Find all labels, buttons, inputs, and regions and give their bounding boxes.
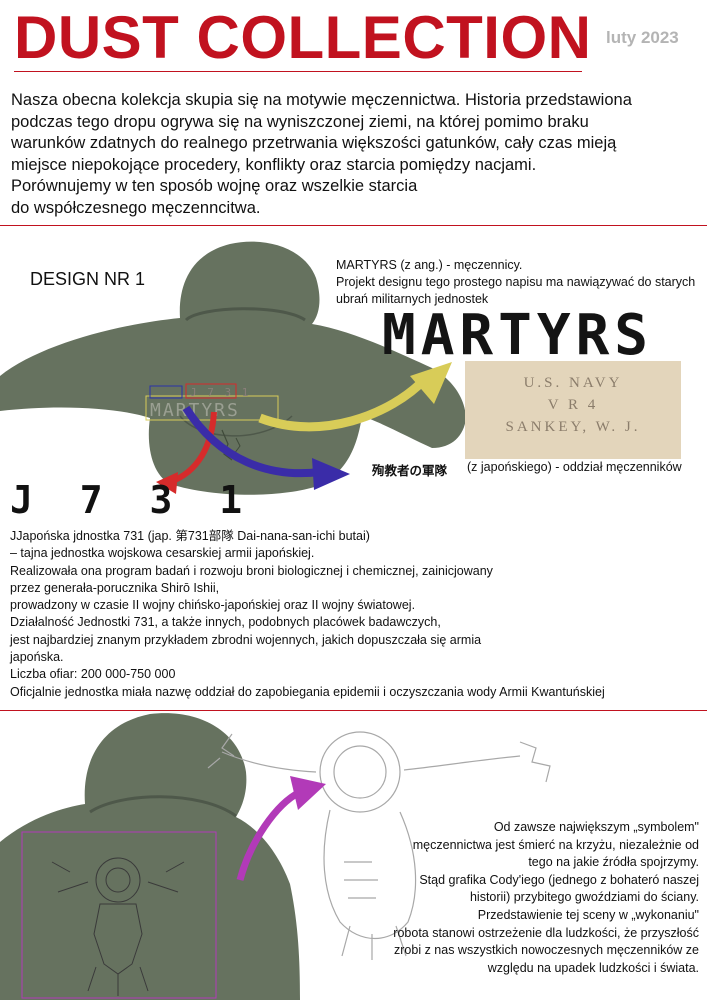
j731-line: japońska.: [10, 650, 64, 665]
intro-line: Porównujemy w ten sposób wojnę oraz wsze…: [11, 177, 418, 195]
martyrs-desc-line: MARTYRS (z ang.) - męczennicy.: [336, 258, 523, 272]
intro-line: warunków zdatnych do realnego przetrwani…: [11, 134, 617, 152]
martyrs-stencil-text: MARTYRS: [382, 303, 654, 368]
j731-stencil: J 7 3 1: [10, 478, 255, 522]
design2-artwork: [0, 713, 551, 1000]
cross-description: Od zawsze największym „symbolem" męczenn…: [359, 819, 699, 977]
cross-line: tego na jakie źródła spojrzymy.: [528, 855, 699, 870]
hoodie-small-print: J 7 3 1: [190, 386, 250, 399]
cross-line: męczennictwa jest śmierć na krzyżu, niez…: [412, 837, 699, 852]
blue-arrowhead: [312, 458, 350, 490]
stamp-line: U.S. NAVY: [523, 375, 623, 391]
intro-line: do współczesnego męczenncitwa.: [11, 198, 261, 217]
j731-line: Realizowała ona program badań i rozwoju …: [10, 563, 493, 578]
j731-line: jest najbardziej znanym przykładem zbrod…: [10, 632, 482, 647]
cross-line: zrobi z nas wszystkich nowoczesnych męcz…: [394, 943, 699, 958]
navy-stamp-photo: U.S. NAVY V R 4 SANKEY, W. J.: [465, 361, 681, 459]
j731-description: JJapońska jdnostka 731 (jap. 第731部隊 Dai-…: [10, 528, 700, 701]
purple-arrow: [236, 788, 302, 881]
red-arrowhead: [156, 472, 178, 494]
martyrs-desc-line: Projekt designu tego prostego napisu ma …: [336, 275, 696, 289]
j731-line: Działalność Jednostki 731, a także innyc…: [10, 615, 441, 630]
intro-line: miejsce niepokojące procedery, konflikty…: [11, 155, 537, 174]
martyrs-description: MARTYRS (z ang.) - męczennicy. Projekt d…: [336, 257, 695, 308]
cross-line: Stąd grafika Cody'iego (jednego z bohate…: [419, 872, 699, 887]
cross-line: robota stanowi ostrzeżenie dla ludzkości…: [393, 925, 699, 940]
martyrs-desc-line: ubrań militarnych jednostek: [336, 292, 489, 306]
red-arrow: [168, 411, 217, 485]
title-underline: [14, 71, 582, 72]
japanese-translation: (z japońskiego) - oddział męczenników: [467, 460, 682, 474]
design1-artwork: J 7 3 1 MARTYRS: [0, 241, 466, 495]
robot-sketch-large: [207, 731, 551, 960]
intro-line: Nasza obecna kolekcja skupia się na moty…: [11, 91, 632, 109]
stamp-line: V R 4: [547, 397, 599, 413]
cross-line: historii) przybitego gwoździami do ścian…: [469, 890, 699, 905]
j731-line: Liczba ofiar: 200 000-750 000: [10, 667, 176, 682]
cross-line: Przedstawienie tej sceny w „wykonaniu": [477, 907, 699, 922]
stamp-line: SANKEY, W. J.: [505, 419, 641, 435]
section-divider-1: [0, 225, 707, 226]
print-area-frame: [21, 831, 217, 999]
j731-line: – tajna jednostka wojskowa cesarskiej ar…: [10, 546, 315, 561]
cross-line: Od zawsze największym „symbolem": [493, 820, 699, 834]
page-title: DUST COLLECTION: [14, 4, 592, 71]
robot-print-small: [51, 857, 185, 996]
intro-line: podczas tego dropu ogrywa się na wyniszc…: [11, 112, 589, 131]
date-label: luty 2023: [606, 28, 679, 47]
design1-label: DESIGN NR 1: [30, 269, 146, 289]
cross-line: względu na upadek ludzkości i świata.: [487, 960, 699, 975]
hoodie-back-image: [0, 713, 300, 1000]
section-divider-2: [0, 710, 707, 711]
j731-line: JJapońska jdnostka 731 (jap. 第731部隊 Dai-…: [10, 529, 370, 543]
j731-line: Oficjalnie jednostka miała nazwę oddział…: [10, 684, 605, 699]
intro-paragraph: Nasza obecna kolekcja skupia się na moty…: [11, 90, 705, 219]
japanese-text: 殉教者の軍隊: [372, 464, 448, 478]
purple-arrowhead: [290, 776, 326, 810]
yellow-arrowhead: [410, 362, 452, 404]
j731-line: przez generała-porucznika Shirō Ishii,: [10, 580, 220, 595]
blue-arrow: [182, 405, 321, 478]
yellow-arrow: [258, 374, 430, 432]
j731-line: prowadzony w czasie II wojny chińsko-jap…: [10, 598, 416, 613]
